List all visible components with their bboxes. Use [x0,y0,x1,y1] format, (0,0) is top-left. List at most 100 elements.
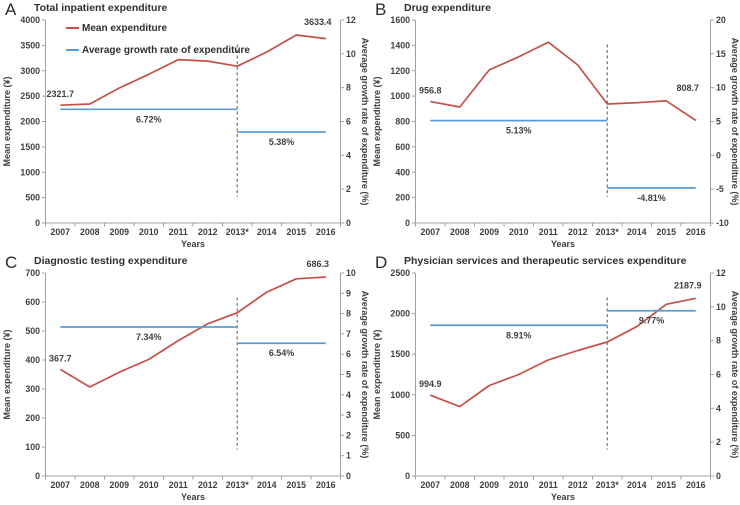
y-left-tick-label: 1000 [390,390,410,400]
growth-rate-label: -4.81% [637,193,666,203]
y-right-tick-label: 9 [346,288,351,298]
y-right-tick-label: 3 [346,410,351,420]
x-tick-label: 2011 [169,480,188,490]
y-right-tick-label: 6 [346,349,351,359]
y-left-tick-label: 500 [25,326,40,336]
data-label: 956.8 [419,86,442,96]
y-left-tick-label: 1000 [20,167,40,177]
y-right-tick-label: 4 [346,390,351,400]
y-left-tick-label: 1500 [20,142,40,152]
x-tick-label: 2007 [420,480,440,490]
x-axis-title: Years [181,492,205,502]
x-tick-label: 2011 [539,480,558,490]
y-right-tick-label: 10 [346,49,356,59]
data-label: 686.3 [306,259,329,269]
x-tick-label: 2016 [686,227,706,237]
y-right-tick-label: 2 [716,437,721,447]
y-right-tick-label: 10 [716,83,726,93]
x-tick-label: 2016 [686,480,706,490]
x-tick-label: 2015 [286,480,306,490]
x-tick-label: 2012 [568,227,588,237]
y-axis-title-right: Average growth rate of expenditure (%) [730,291,740,459]
x-tick-label: 2008 [80,227,100,237]
y-right-tick-label: 0 [346,218,351,228]
x-tick-label: 2014 [257,480,277,490]
x-tick-label: 2012 [568,480,588,490]
y-left-tick-label: 1000 [390,91,410,101]
y-right-tick-label: 1 [346,451,351,461]
panel-title: Physician services and therapeutic servi… [404,255,687,267]
y-left-tick-label: 800 [395,117,410,127]
x-tick-label: 2016 [316,227,336,237]
y-left-tick-label: 4000 [20,15,40,25]
x-tick-label: 2014 [627,227,647,237]
y-right-tick-label: 0 [716,471,721,481]
growth-rate-label: 6.54% [269,348,295,358]
y-left-tick-label: 600 [25,297,40,307]
y-left-tick-label: 0 [35,218,40,228]
x-tick-label: 2014 [257,227,277,237]
x-tick-label: 2009 [109,480,129,490]
data-label: 367.7 [49,353,72,363]
axis-frame [415,20,711,224]
y-right-tick-label: 8 [346,83,351,93]
mean-expenditure-line [430,41,697,122]
x-tick-label: 2013* [226,227,250,237]
y-left-tick-label: 1400 [390,40,410,50]
y-left-tick-label: 2000 [20,117,40,127]
x-tick-label: 2012 [198,480,218,490]
x-tick-label: 2014 [627,480,647,490]
x-tick-label: 2010 [509,480,529,490]
data-label: 3633.4 [304,17,332,27]
axis-frame [45,273,341,477]
legend-label: Mean expenditure [82,22,168,34]
data-label: 808.7 [676,83,699,93]
y-right-tick-label: 5 [716,117,721,127]
panel-title: Drug expenditure [404,2,491,14]
y-left-tick-label: 200 [25,413,40,423]
panel-title: Total inpatient expenditure [34,2,168,14]
y-left-tick-label: 400 [395,167,410,177]
x-tick-label: 2007 [420,227,440,237]
x-tick-label: 2009 [479,227,499,237]
y-left-tick-label: 300 [25,384,40,394]
x-tick-label: 2010 [509,227,529,237]
x-tick-label: 2008 [450,480,470,490]
x-tick-label: 2013* [226,480,250,490]
x-tick-label: 2016 [316,480,336,490]
x-axis-title: Years [181,239,205,249]
y-left-tick-label: 3500 [20,40,40,50]
x-tick-label: 2012 [198,227,218,237]
panel-b: B Drug expenditure 0 200 400 600 800 1000 1200… [370,0,740,252]
y-right-tick-label: 0 [346,471,351,481]
growth-rate-label: 8.91% [506,330,532,340]
y-right-tick-label: 0 [716,150,721,160]
growth-line-swatch [66,49,79,51]
panel-d-chart: 0 500 1000 1500 2000 2500 0 2 4 6 8 10 12 2007 2008 200… [372,268,740,502]
data-label: 994.9 [419,379,442,389]
x-tick-label: 2008 [80,480,100,490]
y-left-tick-label: 2000 [390,309,410,319]
legend-item-mean: Mean expenditure [66,21,250,35]
y-axis-title-left: Mean expenditure (¥) [2,76,12,166]
panel-title: Diagnostic testing expenditure [34,255,188,267]
y-right-tick-label: 8 [716,336,721,346]
panel-letter: B [375,0,387,19]
y-right-tick-label: -5 [716,184,724,194]
x-tick-label: 2009 [109,227,129,237]
mean-line-swatch [66,27,79,29]
y-right-tick-label: 6 [346,117,351,127]
y-right-tick-label: 20 [716,15,726,25]
y-left-tick-label: 500 [25,193,40,203]
y-right-tick-label: 5 [346,370,351,380]
y-right-tick-label: 2 [346,184,351,194]
data-label: 2187.9 [674,280,702,290]
growth-rate-label: 5.38% [269,137,295,147]
growth-rate-label: 9.77% [639,316,665,326]
x-tick-label: 2013* [596,227,620,237]
panel-letter: D [375,253,388,272]
x-tick-label: 2015 [656,480,676,490]
x-tick-label: 2008 [450,227,470,237]
y-right-tick-label: -10 [716,218,729,228]
y-left-tick-label: 600 [395,142,410,152]
